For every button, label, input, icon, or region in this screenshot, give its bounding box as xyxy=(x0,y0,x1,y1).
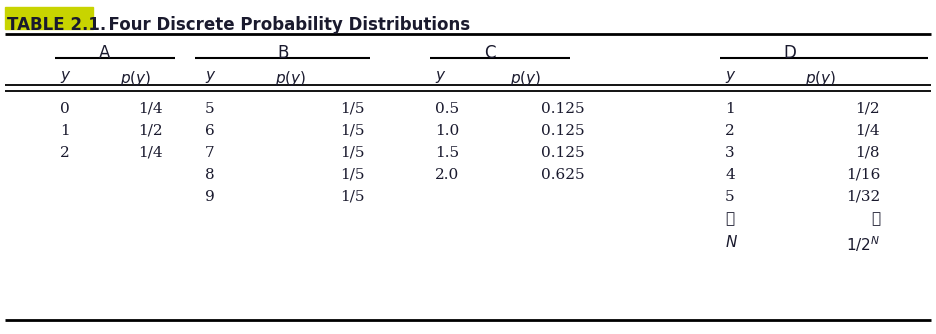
FancyBboxPatch shape xyxy=(5,7,93,29)
Text: 1/5: 1/5 xyxy=(341,168,365,182)
Text: 0.125: 0.125 xyxy=(541,146,585,160)
Text: $y$: $y$ xyxy=(60,69,71,85)
Text: 1/5: 1/5 xyxy=(341,190,365,204)
Text: $y$: $y$ xyxy=(435,69,446,85)
Text: 1/16: 1/16 xyxy=(845,168,880,182)
Text: $1/2^N$: $1/2^N$ xyxy=(845,234,880,254)
Text: 2: 2 xyxy=(725,124,735,138)
Text: $y$: $y$ xyxy=(725,69,737,85)
Text: ⋮: ⋮ xyxy=(725,212,734,226)
Text: 1.0: 1.0 xyxy=(435,124,460,138)
Text: 5: 5 xyxy=(205,102,214,116)
Text: 8: 8 xyxy=(205,168,214,182)
Text: 0.5: 0.5 xyxy=(435,102,460,116)
Text: 2.0: 2.0 xyxy=(435,168,460,182)
Text: 0.125: 0.125 xyxy=(541,124,585,138)
Text: $p(y)$: $p(y)$ xyxy=(510,69,541,88)
Text: TABLE 2.1.: TABLE 2.1. xyxy=(7,16,107,34)
Text: 1/32: 1/32 xyxy=(846,190,880,204)
Text: $p(y)$: $p(y)$ xyxy=(120,69,152,88)
Text: 9: 9 xyxy=(205,190,214,204)
Text: D: D xyxy=(783,44,797,62)
Text: $p(y)$: $p(y)$ xyxy=(275,69,306,88)
Text: ⋮: ⋮ xyxy=(870,212,880,226)
Text: C: C xyxy=(484,44,496,62)
Text: 1/8: 1/8 xyxy=(856,146,880,160)
Text: 1/4: 1/4 xyxy=(856,124,880,138)
Text: A: A xyxy=(99,44,110,62)
Text: $y$: $y$ xyxy=(205,69,216,85)
Text: 0.625: 0.625 xyxy=(541,168,585,182)
Text: 1: 1 xyxy=(725,102,735,116)
Text: Four Discrete Probability Distributions: Four Discrete Probability Distributions xyxy=(97,16,470,34)
Text: B: B xyxy=(277,44,288,62)
Text: 1/5: 1/5 xyxy=(341,146,365,160)
Text: 0: 0 xyxy=(60,102,70,116)
Text: $p(y)$: $p(y)$ xyxy=(805,69,836,88)
Text: 2: 2 xyxy=(60,146,70,160)
Text: 1/4: 1/4 xyxy=(139,102,163,116)
Text: 6: 6 xyxy=(205,124,214,138)
Text: 7: 7 xyxy=(205,146,214,160)
Text: 1/2: 1/2 xyxy=(139,124,163,138)
Text: 1: 1 xyxy=(60,124,70,138)
Text: 4: 4 xyxy=(725,168,735,182)
Text: 3: 3 xyxy=(725,146,735,160)
Text: 0.125: 0.125 xyxy=(541,102,585,116)
Text: 1/2: 1/2 xyxy=(856,102,880,116)
Text: 1/5: 1/5 xyxy=(341,102,365,116)
Text: $N$: $N$ xyxy=(725,234,738,250)
Text: 1.5: 1.5 xyxy=(435,146,460,160)
Text: 1/4: 1/4 xyxy=(139,146,163,160)
Text: 1/5: 1/5 xyxy=(341,124,365,138)
Text: 5: 5 xyxy=(725,190,735,204)
